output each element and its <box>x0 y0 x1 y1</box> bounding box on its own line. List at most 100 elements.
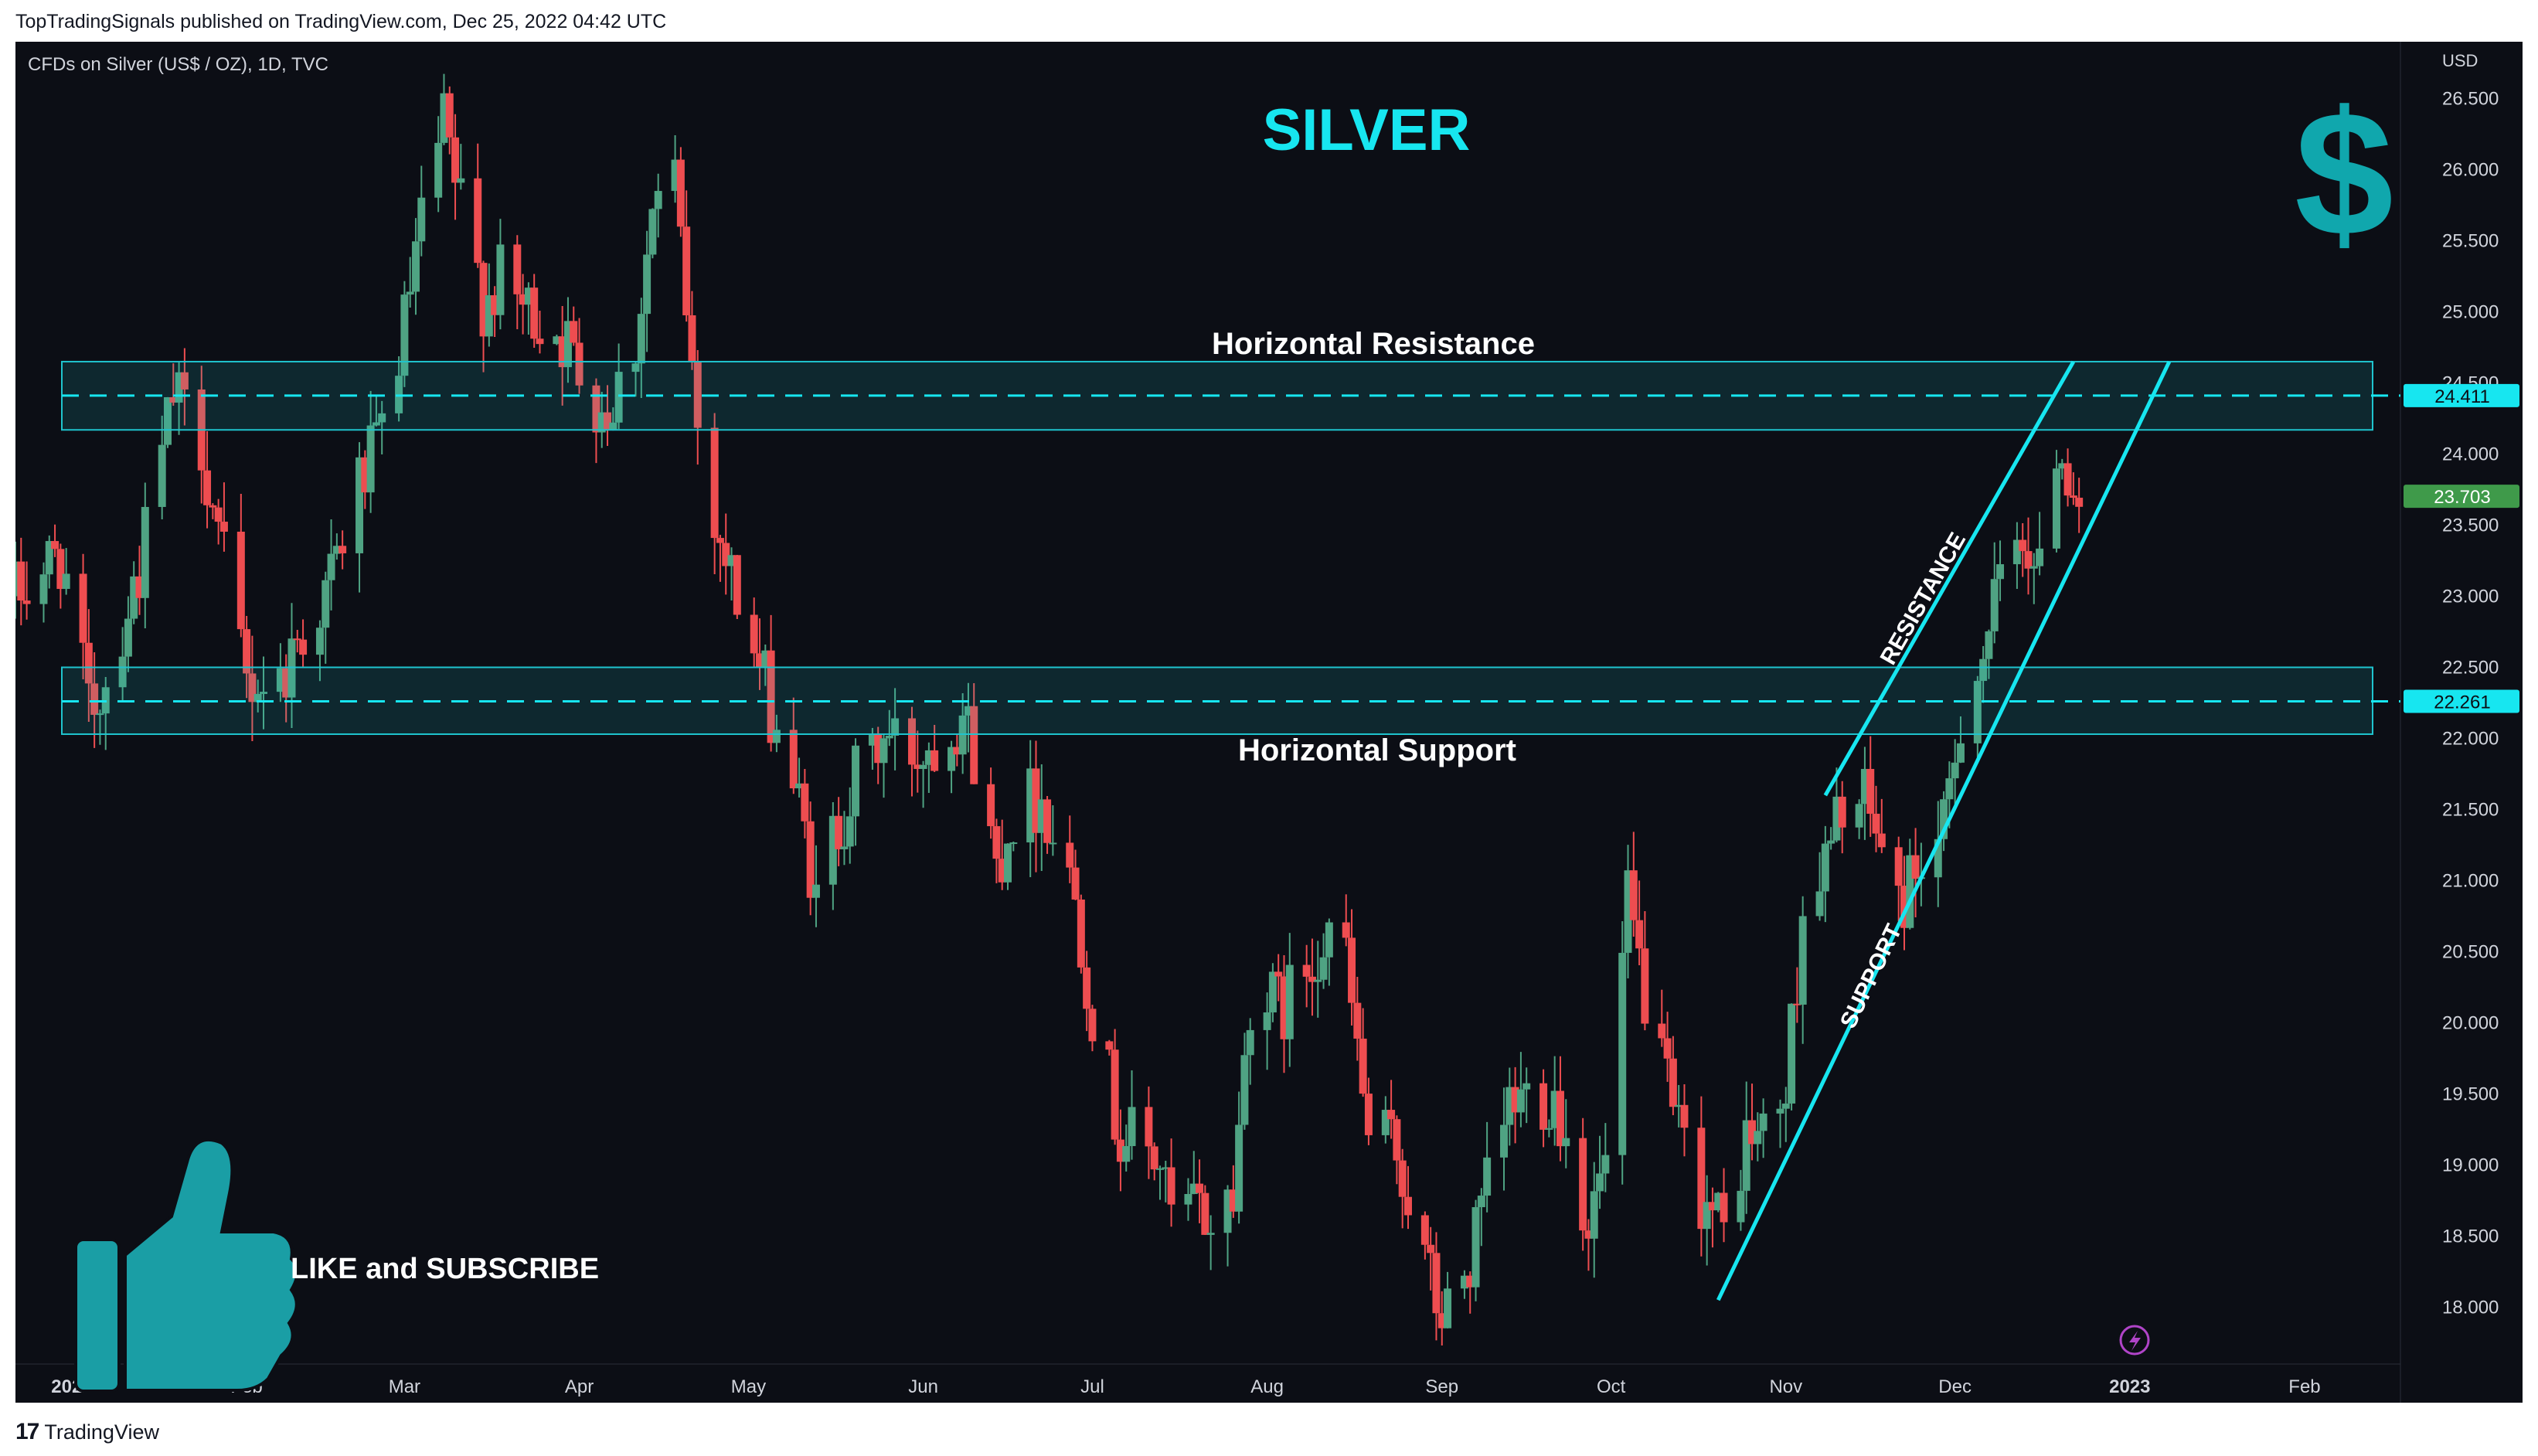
candle-body <box>1945 778 1954 800</box>
currency-label: USD <box>2442 51 2478 70</box>
candle-body <box>1990 579 1999 631</box>
candle-body <box>479 263 488 337</box>
candle-body <box>676 159 685 227</box>
candle-body <box>1437 1313 1446 1328</box>
candle-body <box>604 412 612 430</box>
candle-body <box>840 846 849 849</box>
candle-body <box>1821 843 1829 892</box>
candle-body <box>1246 1029 1254 1056</box>
candle-body <box>654 191 662 209</box>
candle-body <box>597 412 606 433</box>
footer-brand-label: TradingView <box>44 1420 159 1444</box>
y-tick-label: 22.500 <box>2442 658 2499 679</box>
candle-body <box>1314 979 1322 982</box>
candle-body <box>39 574 48 604</box>
candle-body <box>1066 842 1074 868</box>
y-tick-label: 25.000 <box>2442 302 2499 323</box>
candle-body <box>2063 463 2072 496</box>
y-tick-label: 26.500 <box>2442 89 2499 110</box>
candle-body <box>852 745 860 817</box>
chart-frame[interactable]: USD 18.000 18.500 19.000 19.500 20.000 20.500 2… <box>15 42 2523 1403</box>
channel-support-label: SUPPORT <box>1835 920 1907 1032</box>
candle-body <box>806 821 815 898</box>
candle-body <box>214 507 223 522</box>
candle-body <box>1083 967 1091 1009</box>
candle-body <box>2024 551 2033 569</box>
candle-body <box>835 815 843 849</box>
tradingview-logo-icon: 17 <box>15 1419 39 1444</box>
candle-body <box>1466 1275 1475 1288</box>
candle-body <box>485 295 493 337</box>
candle-body <box>445 93 454 138</box>
candle-body <box>716 538 724 543</box>
candle-body <box>1776 1108 1784 1114</box>
candle-body <box>1838 796 1846 828</box>
candle-body <box>1049 842 1057 845</box>
candle-body <box>457 178 465 183</box>
x-tick-label: Nov <box>1769 1376 1802 1397</box>
candle-body <box>907 718 916 765</box>
candle-body <box>1263 1012 1271 1030</box>
x-tick-label: Oct <box>1597 1376 1626 1397</box>
candle-body <box>1697 1128 1706 1230</box>
candle-body <box>1325 922 1333 958</box>
candle-body <box>90 683 99 715</box>
candle-body <box>733 555 741 615</box>
candle-body <box>1223 1189 1232 1233</box>
candle-body <box>79 573 87 643</box>
candle-body <box>236 531 245 630</box>
candle-body <box>1026 768 1035 843</box>
candle-body <box>1398 1160 1407 1197</box>
y-tick-label: 21.000 <box>2442 870 2499 891</box>
candle-body <box>141 506 149 598</box>
candle-body <box>1675 1104 1683 1107</box>
x-tick-label: Dec <box>1938 1376 1972 1397</box>
candle-body <box>1359 1038 1367 1094</box>
candle-body <box>868 733 876 746</box>
candle-body <box>536 338 544 345</box>
y-tick-label: 23.500 <box>2442 515 2499 536</box>
candle-body <box>958 715 967 755</box>
candle-body <box>2058 463 2067 469</box>
candle-body <box>722 543 730 566</box>
candle-body <box>1285 964 1294 1039</box>
price-label: 22.261 <box>2434 692 2490 713</box>
candle-body <box>378 413 386 423</box>
thumbs-up-icon <box>74 1138 299 1393</box>
candlestick-chart[interactable]: USD 18.000 18.500 19.000 19.500 20.000 20.500 2… <box>15 42 2523 1403</box>
candle-body <box>953 747 961 755</box>
candle-body <box>1032 768 1040 833</box>
candle-body <box>1815 891 1824 917</box>
candle-body <box>135 576 144 598</box>
candle-body <box>253 693 262 702</box>
candle-body <box>1703 1202 1711 1230</box>
horizontal-support-label: Horizontal Support <box>1238 733 1516 767</box>
candle-body <box>1342 922 1350 938</box>
candle-body <box>1663 1038 1672 1059</box>
candle-body <box>175 372 183 403</box>
candle-body <box>970 706 978 784</box>
candle-body <box>1280 976 1288 1039</box>
candle-body <box>1235 1124 1243 1212</box>
candle-body <box>62 573 70 590</box>
y-tick-label: 18.500 <box>2442 1226 2499 1247</box>
y-tick-label: 19.500 <box>2442 1083 2499 1104</box>
candle-body <box>260 692 268 694</box>
candle-body <box>767 650 775 743</box>
candle-body <box>84 642 93 684</box>
candle-body <box>1900 886 1908 928</box>
candle-body <box>1596 1173 1604 1192</box>
candle-body <box>1629 870 1638 920</box>
candle-body <box>1393 1119 1401 1161</box>
candle-body <box>1128 1107 1136 1146</box>
candle-body <box>411 241 420 292</box>
candle-body <box>322 580 330 628</box>
candle-body <box>1353 1002 1362 1039</box>
candle-body <box>1742 1120 1750 1191</box>
candle-body <box>491 295 499 315</box>
candle-body <box>885 735 893 739</box>
candle-body <box>524 287 532 305</box>
candle-body <box>1866 768 1875 814</box>
footer-brand[interactable]: 17 TradingView <box>15 1419 159 1445</box>
candle-body <box>45 541 53 575</box>
